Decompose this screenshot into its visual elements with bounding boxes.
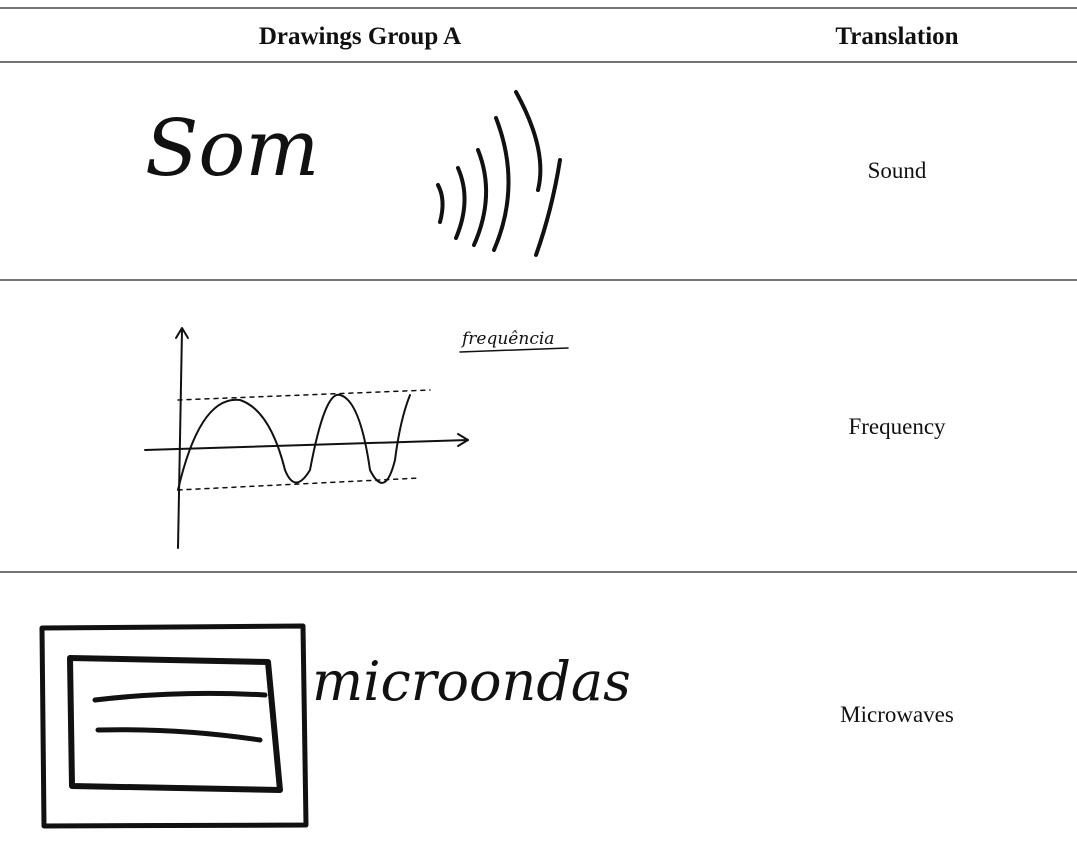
- translation-cell: Frequency: [848, 414, 946, 439]
- handwritten-word: frequência: [460, 329, 554, 349]
- header-cell: Drawings Group A: [259, 23, 461, 50]
- handwritten-word: microondas: [312, 650, 631, 713]
- wave-graph-drawing: [144, 327, 569, 549]
- translation-cell: Sound: [868, 158, 927, 183]
- microwave-drawing: [39, 623, 309, 829]
- header-cell: Translation: [835, 23, 958, 50]
- sound-waves-drawing: [436, 90, 562, 257]
- handwritten-word: Som: [145, 104, 319, 194]
- translation-cell: Microwaves: [840, 702, 954, 727]
